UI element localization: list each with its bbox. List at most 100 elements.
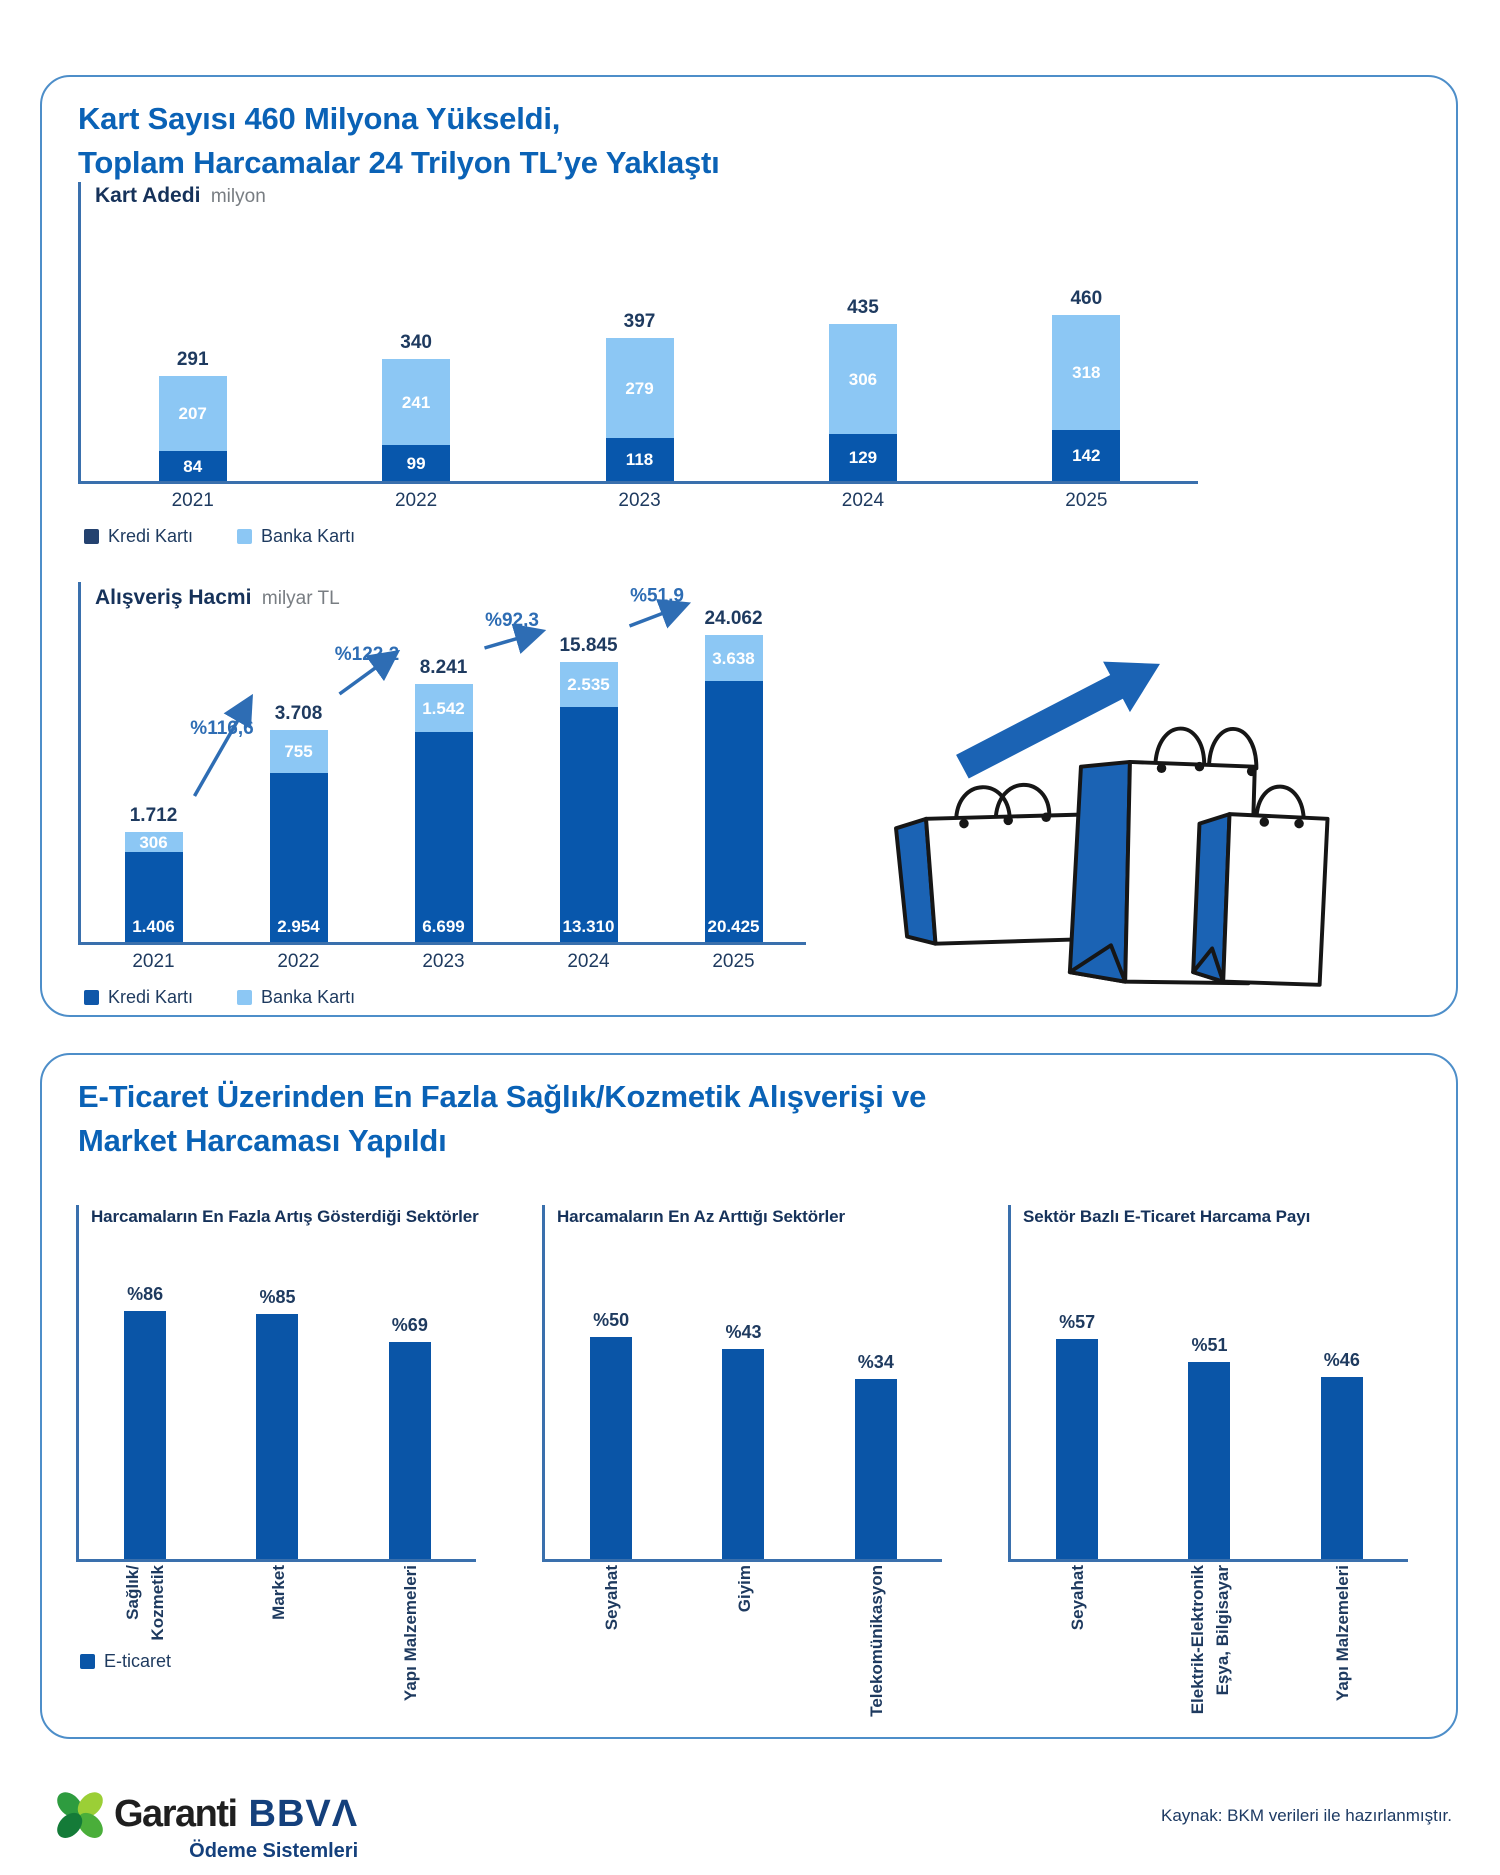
bar-slot-2025: 460 318 142 xyxy=(975,288,1198,481)
bar-segment-kredi-karti-2024: 13.310 xyxy=(559,707,618,942)
value-label-banka-karti-2023: 1.542 xyxy=(422,698,465,718)
chart-alisveris-hacmi-plot: 1.712 306 1.406 3.708 755 2.954 8.241 1.542 6.69… xyxy=(81,582,806,945)
stacked-bar-2023: 279 118 xyxy=(605,338,674,481)
bar-slot-2022: 340 241 99 xyxy=(304,332,527,481)
legend-swatch xyxy=(80,1654,95,1669)
value-label-kredi-karti-2024: 13.310 xyxy=(562,917,615,936)
value-label-2: %43 xyxy=(725,1322,762,1342)
category-label-2: Elektrik-Elektronik Eşya, Bilgisayar xyxy=(1187,1565,1232,1715)
stacked-bar-2022: 755 2.954 xyxy=(269,730,328,942)
value-label-kredi-karti-2021: 1.406 xyxy=(132,917,175,936)
bar-segment-banka-karti-2025: 3.638 xyxy=(704,635,763,681)
value-label-banka-karti-2021: 207 xyxy=(178,404,207,423)
shopping-bags-svg xyxy=(894,661,1330,987)
year-label-2024: 2024 xyxy=(567,951,610,972)
stacked-bar-2021: 207 84 xyxy=(158,376,227,481)
eticaret-legend: E-ticaret xyxy=(80,1651,171,1672)
value-label-kredi-karti-2023: 118 xyxy=(625,450,654,469)
chart-title: Kart Adedi xyxy=(95,184,201,207)
bar-segment-kredi-karti-2021: 84 xyxy=(158,451,227,481)
bar-segment-kredi-karti-2023: 118 xyxy=(605,438,674,481)
card1-title-line1: Kart Sayısı 460 Milyona Yükseldi, xyxy=(78,101,561,136)
card-kart-istatistikleri: Kart Sayısı 460 Milyona Yükseldi, Toplam… xyxy=(40,75,1458,1017)
year-label-2024: 2024 xyxy=(841,490,885,511)
legend-label: Banka Kartı xyxy=(261,526,356,546)
card2-title: E-Ticaret Üzerinden En Fazla Sağlık/Kozm… xyxy=(78,1075,926,1163)
category-label-2: Market xyxy=(268,1565,287,1620)
legend-item-2: Banka Kartı xyxy=(237,987,355,1008)
bar-segment-banka-karti-2022: 755 xyxy=(269,730,328,773)
chart-eticaret-pay: Sektör Bazlı E-Ticaret Harcama Payı %57%… xyxy=(1008,1205,1408,1767)
category-label-1: Sağlık/Kozmetik xyxy=(123,1565,168,1641)
chart-en-az-artis-categories: Seyahat Giyim Telekomünikasyon xyxy=(545,1562,942,1767)
garanti-bbva-logo: Garanti BBVΛ Ödeme Sistemleri xyxy=(52,1786,358,1863)
stacked-bar-2021: 306 1.406 xyxy=(124,832,183,942)
shopping-bags-illustration xyxy=(847,577,1337,1009)
value-label-kredi-karti-2022: 99 xyxy=(406,453,426,473)
value-label-banka-karti-2022: 755 xyxy=(284,742,313,761)
logo-garanti-text: Garanti xyxy=(114,1792,238,1835)
bar-slot-2: %85 xyxy=(211,1287,343,1559)
category-label-3: Yapı Malzemeleri xyxy=(400,1565,420,1702)
bar-slot-2: %51 xyxy=(1143,1335,1275,1559)
bar-segment-banka-karti-2021: 207 xyxy=(158,376,227,451)
value-label-banka-karti-2022: 241 xyxy=(401,392,431,412)
bar-segment-kredi-karti-2024: 129 xyxy=(828,434,897,481)
total-label-2021: 291 xyxy=(176,349,209,370)
value-label-1: %86 xyxy=(127,1284,164,1304)
chart-title: Sektör Bazlı E-Ticaret Harcama Payı xyxy=(1023,1207,1311,1226)
bag-left xyxy=(894,782,1101,946)
bar-segment-banka-karti-2022: 241 xyxy=(382,359,451,445)
bar-3 xyxy=(1320,1377,1363,1559)
value-label-1: %57 xyxy=(1059,1312,1096,1332)
total-label-2024: 435 xyxy=(847,297,879,318)
total-label-2022: 340 xyxy=(400,332,432,353)
chart-en-fazla-artis: Harcamaların En Fazla Artış Gösterdiği S… xyxy=(76,1205,479,1767)
chart-unit: milyon xyxy=(210,186,266,207)
legend-label: Banka Kartı xyxy=(261,987,356,1007)
legend-item-1: Kredi Kartı xyxy=(84,987,193,1008)
card1-title-line2: Toplam Harcamalar 24 Trilyon TL’ye Yakla… xyxy=(78,145,720,181)
chart-kart-adedi: Kart Adedi milyon 291 207 84 340 241 99 397 279… xyxy=(78,182,1198,547)
chart-unit: milyar TL xyxy=(261,588,340,609)
year-label-2021: 2021 xyxy=(132,951,175,972)
value-label-3: %46 xyxy=(1323,1350,1360,1370)
bar-slot-2022: 3.708 755 2.954 xyxy=(226,703,371,942)
bar-segment-kredi-karti-2025: 142 xyxy=(1052,430,1121,481)
bar-segment-kredi-karti-2022: 2.954 xyxy=(269,773,328,942)
category-label-3: Yapı Malzemeleri xyxy=(1332,1565,1352,1702)
legend-label: Kredi Kartı xyxy=(108,526,194,546)
value-label-kredi-karti-2022: 2.954 xyxy=(277,917,320,936)
bar-segment-banka-karti-2021: 306 xyxy=(124,832,183,852)
logo-bbva-text: BBVΛ xyxy=(248,1792,359,1835)
bar-slot-2023: 397 279 118 xyxy=(528,311,751,481)
bar-slot-3: %69 xyxy=(344,1315,476,1559)
year-label-2021: 2021 xyxy=(171,490,214,511)
chart-kart-adedi-plot: 291 207 84 340 241 99 397 279 118 435 306 129 460 318… xyxy=(81,216,1198,484)
bar-segment-banka-karti-2025: 318 xyxy=(1052,315,1121,430)
category-label-1: Seyahat xyxy=(601,1565,621,1631)
bar-slot-3: %34 xyxy=(810,1352,942,1559)
total-label-2024: 15.845 xyxy=(559,635,618,656)
legend-label: E-ticaret xyxy=(104,1651,172,1671)
year-label-2025: 2025 xyxy=(1065,490,1108,511)
bag-right xyxy=(1191,784,1330,987)
chart-en-fazla-artis-plot: %86 %85 %69 xyxy=(79,1259,476,1562)
stacked-bar-2023: 1.542 6.699 xyxy=(414,684,473,942)
bar-slot-2024: 435 306 129 xyxy=(751,297,974,481)
value-label-banka-karti-2025: 3.638 xyxy=(712,648,755,668)
bar-2 xyxy=(722,1349,765,1559)
year-label-2025: 2025 xyxy=(712,951,755,972)
value-label-banka-karti-2024: 306 xyxy=(848,369,878,389)
chart-alisveris-hacmi: Alışveriş Hacmi milyar TL 1.712 306 1.406 3… xyxy=(78,582,806,1008)
legend-label: Kredi Kartı xyxy=(108,987,194,1007)
total-label-2025: 460 xyxy=(1070,288,1103,309)
clover-icon xyxy=(57,1792,103,1838)
stacked-bar-2024: 306 129 xyxy=(828,324,897,481)
legend-swatch xyxy=(84,529,99,544)
legend-swatch xyxy=(237,529,253,544)
card1-title: Kart Sayısı 460 Milyona Yükseldi, Toplam… xyxy=(78,97,720,185)
chart-alisveris-hacmi-legend: Kredi Kartı Banka Kartı xyxy=(84,987,806,1008)
chart-title: Alışveriş Hacmi xyxy=(95,586,252,609)
bar-segment-banka-karti-2023: 279 xyxy=(605,338,674,438)
